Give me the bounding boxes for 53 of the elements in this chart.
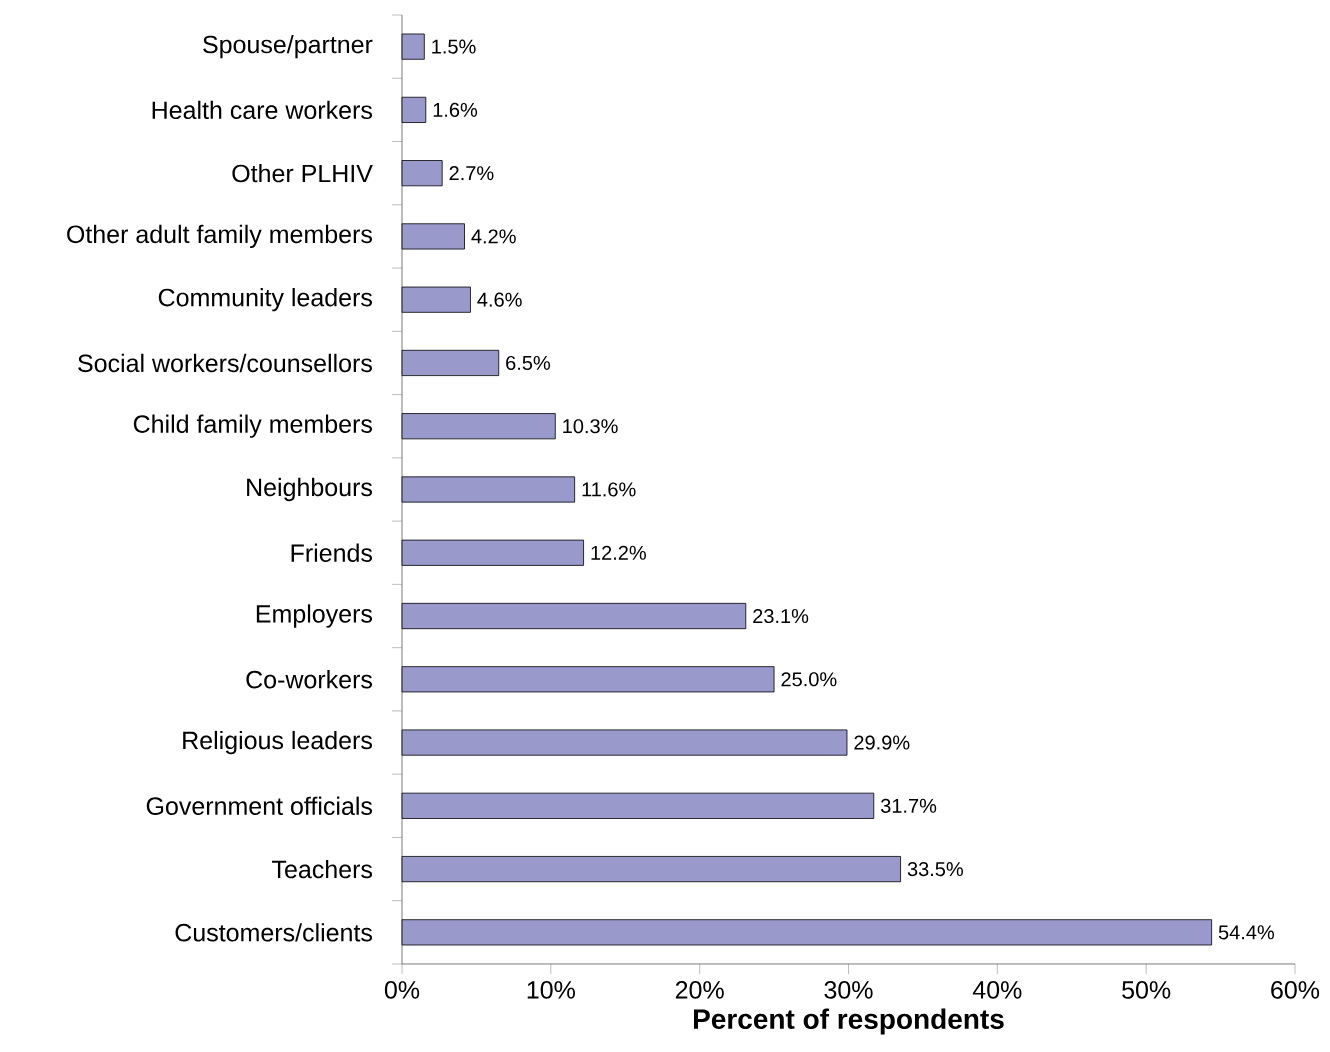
- x-tick-label: 40%: [972, 981, 1022, 999]
- data-label: 2.7%: [449, 166, 494, 181]
- y-tick-label: Religious leaders: [183, 730, 372, 755]
- y-tick-label: Friends: [291, 543, 373, 562]
- y-tick-label: Other adult family members: [67, 224, 372, 249]
- y-tick-label: Employers: [256, 604, 373, 628]
- bar: [401, 349, 500, 377]
- data-label: 11.6%: [582, 482, 636, 497]
- x-tick-label: 60%: [1271, 981, 1320, 999]
- bar: [401, 856, 901, 883]
- data-label: 33.5%: [907, 862, 963, 877]
- y-tick-label: Other PLHIV: [232, 163, 373, 183]
- bar: [401, 413, 556, 440]
- x-tick-label: 10%: [527, 981, 575, 999]
- y-tick-label: Government officials: [146, 796, 373, 816]
- bar: [401, 286, 471, 313]
- x-axis-title: Percent of respondents: [694, 1008, 1004, 1035]
- x-tick-label: 0%: [384, 981, 420, 999]
- y-tick-label: Neighbours: [247, 477, 373, 502]
- data-label: 29.9%: [854, 735, 910, 750]
- y-tick-label: Social workers/counsellors: [78, 353, 372, 373]
- y-tick-label: Spouse/partner: [203, 34, 373, 59]
- y-tick-label: Health care workers: [152, 100, 372, 120]
- x-tick-label: 30%: [824, 981, 873, 999]
- data-label: 31.7%: [880, 798, 937, 813]
- bar: [401, 96, 427, 123]
- bar: [401, 476, 576, 503]
- bar: [401, 919, 1213, 946]
- x-tick-label: 50%: [1122, 981, 1171, 999]
- bar: [401, 223, 465, 250]
- data-label: 4.6%: [477, 292, 522, 307]
- bar: [401, 33, 425, 60]
- bar: [401, 539, 584, 566]
- data-label: 1.6%: [433, 102, 478, 117]
- x-tick-label: 20%: [675, 981, 724, 999]
- y-tick-label: Co-workers: [246, 670, 373, 689]
- data-label: 1.5%: [432, 39, 476, 54]
- bar: [401, 602, 747, 630]
- y-tick-label: Community leaders: [158, 288, 372, 312]
- bar: [401, 160, 443, 187]
- bar: [401, 792, 875, 819]
- data-label: 10.3%: [563, 419, 618, 434]
- data-label: 6.5%: [506, 355, 551, 371]
- data-label: 54.4%: [1218, 925, 1275, 940]
- bar: [401, 729, 848, 756]
- bar: [401, 666, 775, 693]
- y-tick-label: Customers/clients: [175, 923, 373, 942]
- data-label: 4.2%: [471, 229, 516, 244]
- data-label: 25.0%: [781, 672, 837, 687]
- y-tick-label: Child family members: [133, 414, 372, 438]
- y-tick-label: Teachers: [272, 859, 373, 879]
- data-label: 23.1%: [753, 608, 809, 624]
- data-label: 12.2%: [591, 545, 646, 560]
